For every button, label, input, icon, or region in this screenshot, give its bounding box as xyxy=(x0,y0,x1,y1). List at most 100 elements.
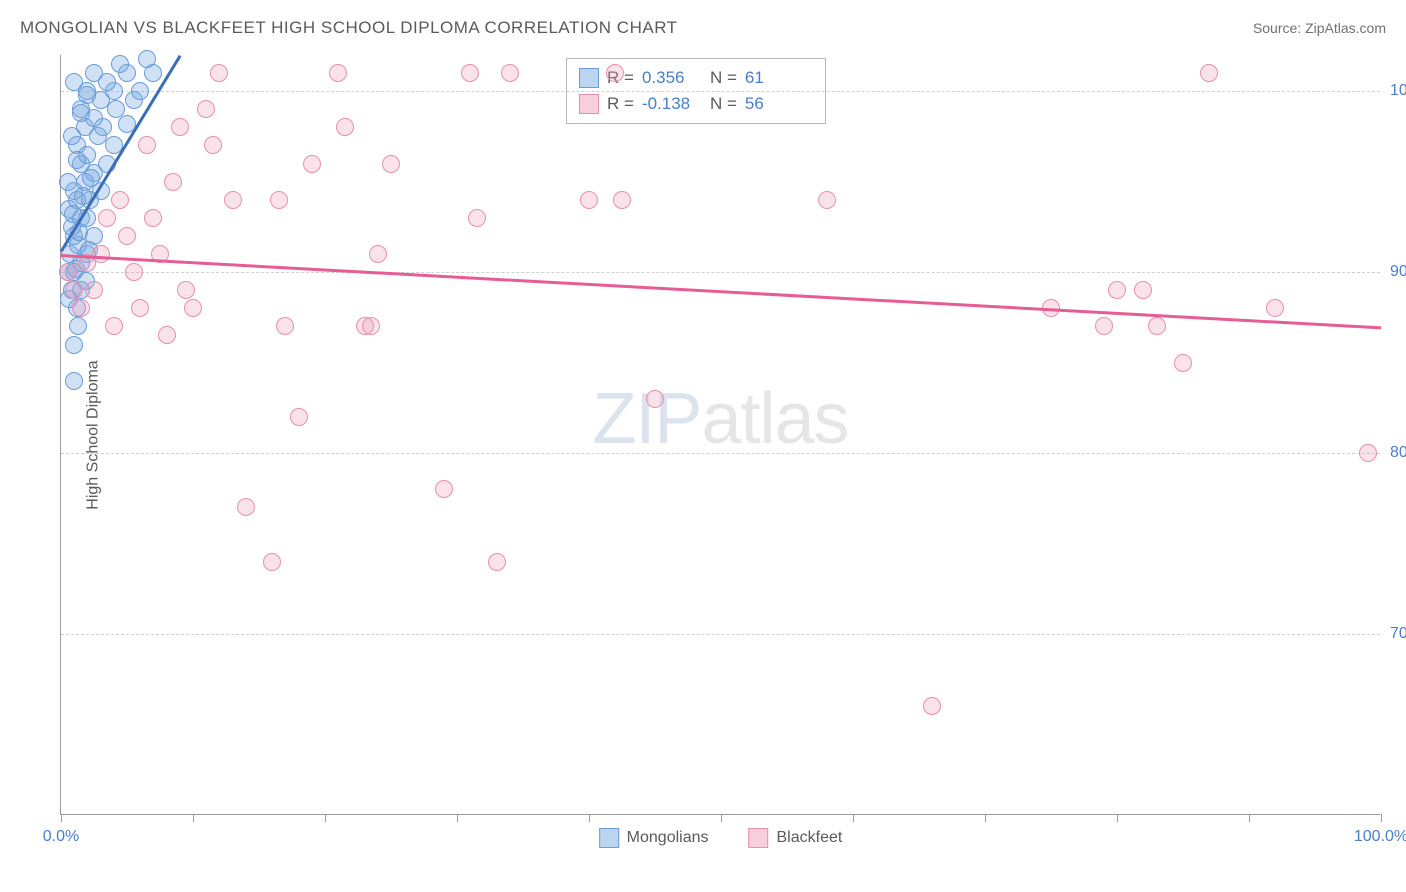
xtick xyxy=(61,814,62,822)
scatter-point xyxy=(435,480,453,498)
scatter-point xyxy=(72,299,90,317)
xtick-label: 100.0% xyxy=(1354,828,1406,846)
chart-title: MONGOLIAN VS BLACKFEET HIGH SCHOOL DIPLO… xyxy=(20,18,678,38)
scatter-point xyxy=(1134,281,1152,299)
gridline xyxy=(61,634,1380,635)
r-label: R = xyxy=(607,91,634,117)
ytick-label: 90.0% xyxy=(1390,263,1406,281)
scatter-point xyxy=(164,173,182,191)
scatter-point xyxy=(818,191,836,209)
scatter-chart: High School Diploma ZIPatlas R = 0.356 N… xyxy=(60,55,1380,815)
scatter-point xyxy=(1200,64,1218,82)
bottom-legend: Mongolians Blackfeet xyxy=(599,828,843,848)
swatch-blue-icon xyxy=(579,68,599,88)
scatter-point xyxy=(85,281,103,299)
scatter-point xyxy=(204,136,222,154)
scatter-point xyxy=(224,191,242,209)
scatter-point xyxy=(1108,281,1126,299)
scatter-point xyxy=(1148,317,1166,335)
watermark: ZIPatlas xyxy=(592,378,848,460)
source-label: Source: ZipAtlas.com xyxy=(1253,20,1386,36)
xtick xyxy=(985,814,986,822)
xtick xyxy=(457,814,458,822)
swatch-pink-icon xyxy=(749,828,769,848)
xtick xyxy=(589,814,590,822)
n-value-blackfeet: 56 xyxy=(745,91,805,117)
scatter-point xyxy=(131,299,149,317)
scatter-point xyxy=(468,209,486,227)
xtick xyxy=(193,814,194,822)
scatter-point xyxy=(646,390,664,408)
ytick-label: 70.0% xyxy=(1390,625,1406,643)
scatter-point xyxy=(606,64,624,82)
stats-row-blackfeet: R = -0.138 N = 56 xyxy=(579,91,805,117)
scatter-point xyxy=(1266,299,1284,317)
scatter-point xyxy=(98,209,116,227)
scatter-point xyxy=(111,55,129,73)
scatter-point xyxy=(92,245,110,263)
xtick xyxy=(1249,814,1250,822)
scatter-point xyxy=(118,227,136,245)
scatter-point xyxy=(59,173,77,191)
xtick xyxy=(325,814,326,822)
gridline xyxy=(61,91,1380,92)
scatter-point xyxy=(613,191,631,209)
scatter-point xyxy=(125,263,143,281)
ytick-label: 100.0% xyxy=(1390,82,1406,100)
swatch-blue-icon xyxy=(599,828,619,848)
scatter-point xyxy=(303,155,321,173)
scatter-point xyxy=(270,191,288,209)
n-value-mongolians: 61 xyxy=(745,65,805,91)
scatter-point xyxy=(290,408,308,426)
xtick xyxy=(1117,814,1118,822)
xtick xyxy=(853,814,854,822)
n-label: N = xyxy=(710,65,737,91)
scatter-point xyxy=(63,127,81,145)
legend-label-blackfeet: Blackfeet xyxy=(777,829,843,847)
legend-item-mongolians: Mongolians xyxy=(599,828,709,848)
scatter-point xyxy=(82,169,100,187)
trend-line xyxy=(61,254,1381,329)
scatter-point xyxy=(237,498,255,516)
scatter-point xyxy=(197,100,215,118)
swatch-pink-icon xyxy=(579,94,599,114)
scatter-point xyxy=(171,118,189,136)
scatter-point xyxy=(111,191,129,209)
scatter-point xyxy=(65,336,83,354)
scatter-point xyxy=(1095,317,1113,335)
scatter-point xyxy=(362,317,380,335)
r-value-mongolians: 0.356 xyxy=(642,65,702,91)
xtick xyxy=(721,814,722,822)
scatter-point xyxy=(923,697,941,715)
scatter-point xyxy=(138,136,156,154)
scatter-point xyxy=(68,151,86,169)
legend-item-blackfeet: Blackfeet xyxy=(749,828,843,848)
gridline xyxy=(61,272,1380,273)
watermark-atlas: atlas xyxy=(701,379,848,459)
scatter-point xyxy=(138,50,156,68)
scatter-point xyxy=(488,553,506,571)
scatter-point xyxy=(107,100,125,118)
scatter-point xyxy=(65,281,83,299)
scatter-point xyxy=(65,372,83,390)
y-axis-label: High School Diploma xyxy=(85,360,103,509)
scatter-point xyxy=(69,317,87,335)
ytick-label: 80.0% xyxy=(1390,444,1406,462)
scatter-point xyxy=(276,317,294,335)
scatter-point xyxy=(382,155,400,173)
scatter-point xyxy=(105,317,123,335)
n-label: N = xyxy=(710,91,737,117)
scatter-point xyxy=(369,245,387,263)
scatter-point xyxy=(85,64,103,82)
scatter-point xyxy=(263,553,281,571)
scatter-point xyxy=(144,209,162,227)
scatter-point xyxy=(78,86,96,104)
scatter-point xyxy=(59,263,77,281)
scatter-point xyxy=(336,118,354,136)
scatter-point xyxy=(210,64,228,82)
scatter-point xyxy=(1359,444,1377,462)
scatter-point xyxy=(501,64,519,82)
xtick xyxy=(1381,814,1382,822)
scatter-point xyxy=(131,82,149,100)
scatter-point xyxy=(158,326,176,344)
